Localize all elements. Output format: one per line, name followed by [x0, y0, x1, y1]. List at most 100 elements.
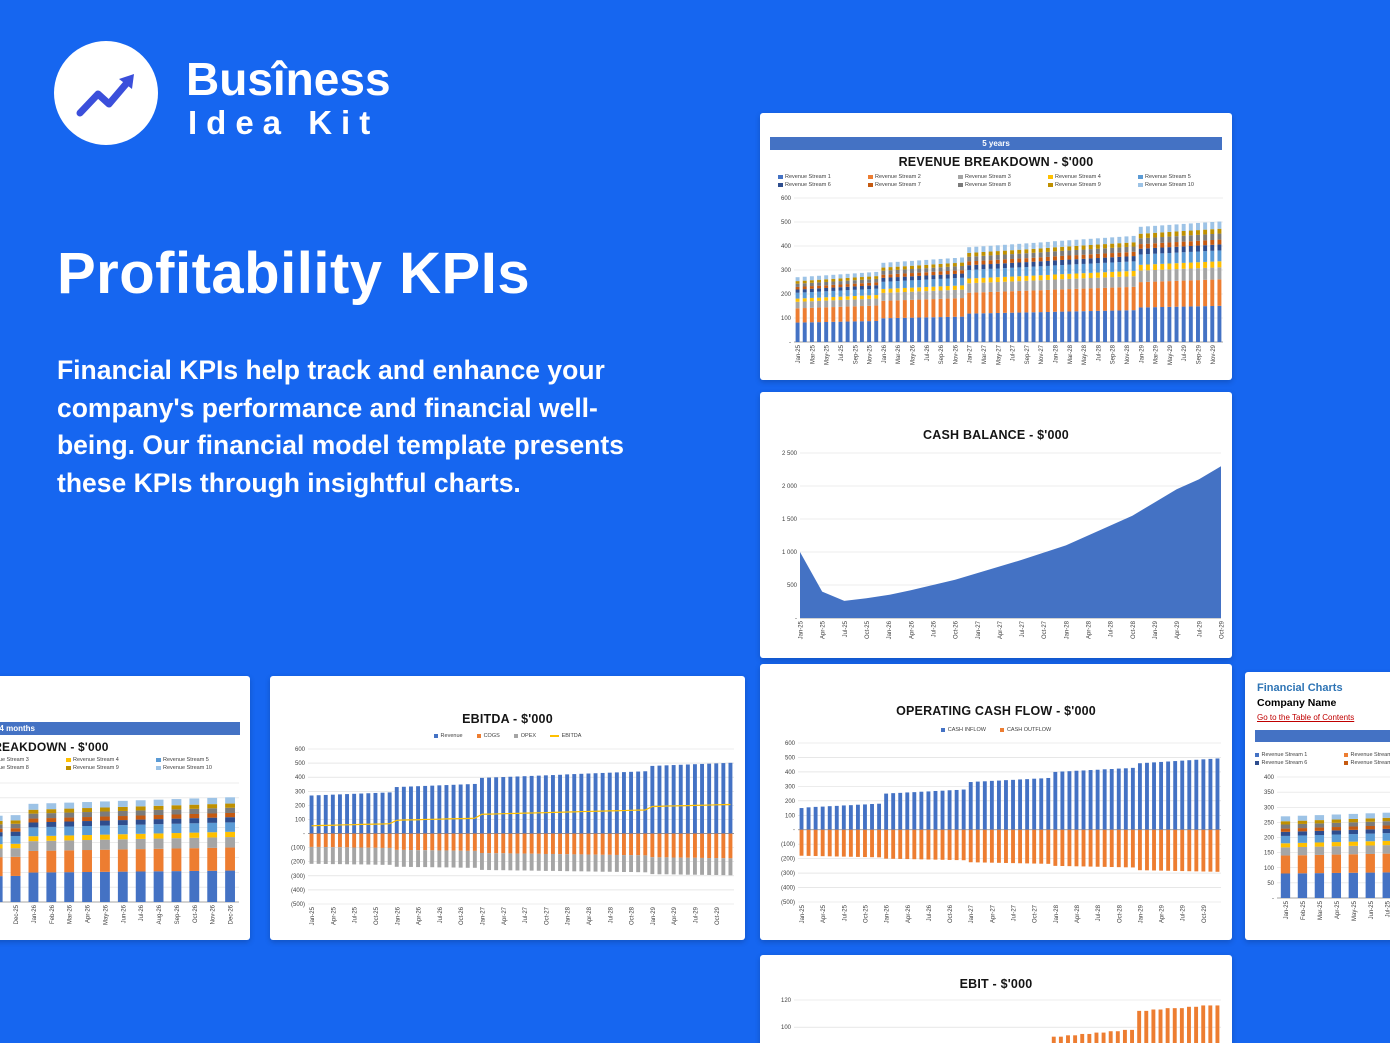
svg-text:Oct-26: Oct-26 — [459, 906, 465, 925]
svg-text:-: - — [795, 616, 797, 622]
chart-title: REVENUE BREAKDOWN - $'000 — [0, 740, 109, 754]
svg-text:100: 100 — [295, 817, 306, 823]
svg-text:Jul-26: Jul-26 — [925, 344, 931, 361]
legend-item: Revenue Stream 10 — [156, 765, 242, 771]
svg-text:Sep-26: Sep-26 — [939, 344, 945, 364]
svg-text:Jul-27: Jul-27 — [1020, 620, 1026, 637]
svg-text:Oct-26: Oct-26 — [954, 620, 960, 639]
svg-text:Sep-27: Sep-27 — [1025, 344, 1031, 364]
svg-text:Nov-26: Nov-26 — [953, 344, 959, 364]
svg-text:Oct-27: Oct-27 — [1033, 904, 1039, 923]
svg-text:Sep-29: Sep-29 — [1196, 344, 1202, 364]
svg-text:150: 150 — [1264, 851, 1275, 857]
legend-item: Revenue Stream 7 — [868, 182, 954, 188]
svg-text:Jul-29: Jul-29 — [1181, 904, 1187, 921]
chart-legend: Revenue Stream 1 Revenue Stream 2 Revenue … — [778, 174, 1224, 188]
svg-text:Jan-25: Jan-25 — [1284, 900, 1290, 919]
svg-text:Oct-25: Oct-25 — [865, 620, 871, 639]
svg-text:Jul-27: Jul-27 — [523, 906, 529, 923]
revenue-breakdown-24m-card: 24 months REVENUE BREAKDOWN - $'000 Reve… — [0, 676, 250, 940]
svg-text:Jan-28: Jan-28 — [1064, 620, 1070, 639]
svg-text:1 500: 1 500 — [782, 517, 798, 523]
svg-text:Jan-25: Jan-25 — [799, 620, 805, 639]
svg-text:Jul-28: Jul-28 — [1096, 344, 1102, 361]
svg-text:600: 600 — [785, 741, 796, 747]
svg-text:Mar-26: Mar-26 — [896, 344, 902, 364]
svg-text:Jan-28: Jan-28 — [566, 906, 572, 925]
svg-text:Apr-27: Apr-27 — [502, 906, 508, 925]
svg-text:Jun-26: Jun-26 — [121, 904, 127, 923]
svg-text:-: - — [303, 832, 305, 838]
svg-text:Mar-27: Mar-27 — [982, 344, 988, 364]
svg-text:500: 500 — [787, 583, 798, 589]
svg-text:Jun-25: Jun-25 — [1369, 900, 1375, 919]
legend-item: Revenue Stream 5 — [156, 757, 242, 763]
operating-cash-flow-plot: 600 500 400 300 200 100 - (100) (200) (300) (400) (… — [766, 740, 1226, 936]
svg-text:Apr-25: Apr-25 — [1335, 900, 1341, 919]
svg-text:Jul-25: Jul-25 — [839, 344, 845, 361]
svg-text:Jan-26: Jan-26 — [887, 620, 893, 639]
svg-text:600: 600 — [295, 747, 306, 753]
svg-text:Jan-27: Jan-27 — [968, 344, 974, 363]
svg-text:500: 500 — [295, 761, 306, 767]
svg-text:500: 500 — [785, 755, 796, 761]
legend-item: Revenue Stream 10 — [1138, 182, 1224, 188]
svg-text:May-29: May-29 — [1168, 344, 1174, 365]
legend-item: Revenue Stream 2 — [868, 174, 954, 180]
legend-item: Revenue Stream 6 — [1254, 760, 1340, 766]
svg-text:May-26: May-26 — [103, 904, 109, 925]
chart-title: EBITDA - $'000 — [462, 712, 553, 726]
svg-text:Mar-26: Mar-26 — [68, 904, 74, 924]
revenue-breakdown-5y-plot: 600 500 400 300 200 100 - Jan-25 Mar-25 May-25 Jul… — [766, 195, 1228, 378]
svg-text:300: 300 — [1264, 805, 1275, 811]
svg-text:Oct-26: Oct-26 — [948, 904, 954, 923]
svg-text:Jan-27: Jan-27 — [976, 620, 982, 639]
svg-text:May-25: May-25 — [825, 344, 831, 365]
legend-item: Revenue Stream 1 — [778, 174, 864, 180]
svg-text:Apr-26: Apr-26 — [417, 906, 423, 925]
svg-text:Jul-28: Jul-28 — [1096, 904, 1102, 921]
svg-text:Jul-26: Jul-26 — [927, 904, 933, 921]
legend-item: Revenue — [433, 733, 463, 739]
svg-text:Jan-28: Jan-28 — [1053, 344, 1059, 363]
svg-text:Jan-29: Jan-29 — [1153, 620, 1159, 639]
svg-text:Jul-29: Jul-29 — [1197, 620, 1203, 637]
svg-text:Nov-27: Nov-27 — [1039, 344, 1045, 364]
legend-item: Revenue Stream 9 — [66, 765, 152, 771]
svg-text:Sep-28: Sep-28 — [1111, 344, 1117, 364]
svg-text:Apr-27: Apr-27 — [998, 620, 1004, 639]
svg-text:Oct-28: Oct-28 — [1117, 904, 1123, 923]
ebit-card: EBIT - $'000 12010080604020-Jan-25Apr-25… — [760, 955, 1232, 1043]
svg-text:Jul-25: Jul-25 — [842, 904, 848, 921]
svg-text:Jan-26: Jan-26 — [885, 904, 891, 923]
svg-text:Apr-28: Apr-28 — [1075, 904, 1081, 923]
legend-item: OPEX — [513, 733, 536, 739]
trend-up-arrow-icon — [54, 74, 158, 149]
svg-text:2 000: 2 000 — [782, 484, 798, 490]
svg-text:(100): (100) — [781, 842, 795, 848]
svg-text:50: 50 — [1267, 881, 1274, 887]
svg-text:120: 120 — [781, 998, 792, 1004]
svg-text:Jul-27: Jul-27 — [1012, 904, 1018, 921]
svg-text:Jan-25: Jan-25 — [310, 906, 316, 925]
svg-text:Nov-25: Nov-25 — [0, 904, 2, 924]
svg-text:(100): (100) — [291, 846, 305, 852]
table-of-contents-link[interactable]: Go to the Table of Contents — [1257, 713, 1355, 722]
svg-text:Nov-25: Nov-25 — [868, 344, 874, 364]
svg-text:Oct-26: Oct-26 — [193, 904, 199, 923]
svg-text:400: 400 — [781, 244, 792, 250]
svg-text:Jan-26: Jan-26 — [882, 344, 888, 363]
legend-item: Revenue Stream 7 — [1343, 760, 1390, 766]
svg-text:Jan-28: Jan-28 — [1054, 904, 1060, 923]
financial-charts-heading: Financial Charts — [1257, 682, 1343, 694]
svg-text:Jan-26: Jan-26 — [32, 904, 38, 923]
svg-text:300: 300 — [781, 268, 792, 274]
legend-item: Revenue Stream 1 — [1254, 752, 1340, 758]
legend-item: Revenue Stream 9 — [1048, 182, 1134, 188]
svg-text:Jan-29: Jan-29 — [1138, 904, 1144, 923]
period-selector-bar: 5 years — [770, 137, 1222, 150]
legend-item: Revenue Stream 2 — [1343, 752, 1390, 758]
svg-text:Oct-25: Oct-25 — [374, 906, 380, 925]
svg-text:Oct-27: Oct-27 — [1042, 620, 1048, 639]
svg-text:Oct-29: Oct-29 — [715, 906, 721, 925]
